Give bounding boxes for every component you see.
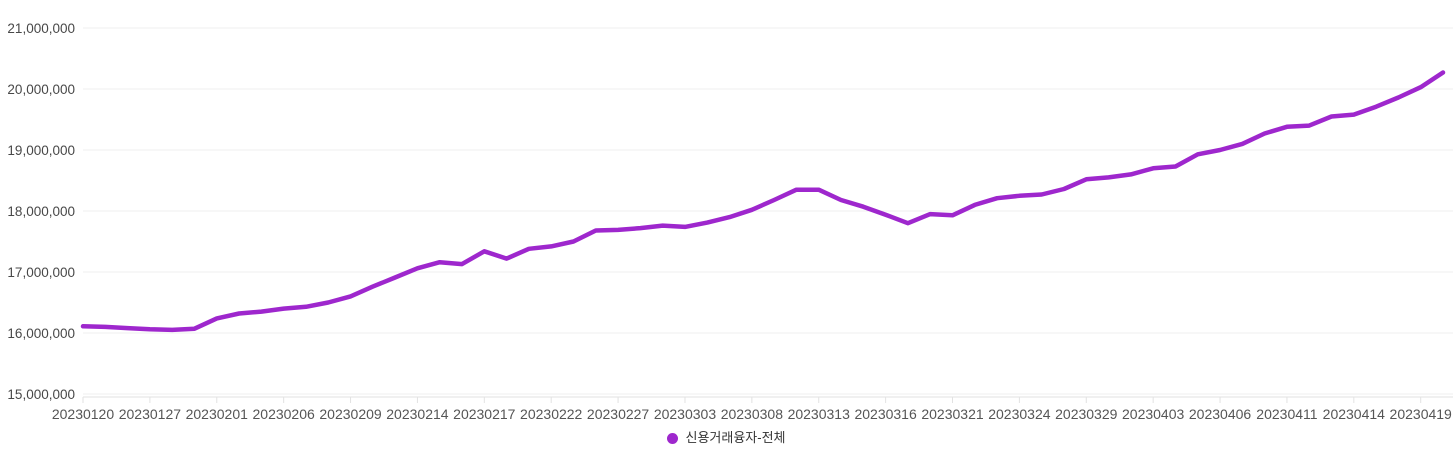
x-axis-tick-label: 20230414 <box>1323 406 1386 422</box>
x-axis-tick-label: 20230324 <box>988 406 1051 422</box>
x-axis-tick-label: 20230308 <box>721 406 784 422</box>
x-axis-tick-label: 20230406 <box>1189 406 1252 422</box>
x-axis-tick-label: 20230120 <box>52 406 115 422</box>
x-axis-tick-label: 20230222 <box>520 406 583 422</box>
y-axis-tick-label: 16,000,000 <box>7 326 75 341</box>
x-axis-tick-label: 20230316 <box>854 406 917 422</box>
chart-legend: 신용거래융자-전체 <box>0 428 1453 448</box>
x-axis-tick-label: 20230206 <box>253 406 316 422</box>
x-axis-tick-label: 20230127 <box>119 406 182 422</box>
x-axis-tick-label: 20230217 <box>453 406 516 422</box>
x-axis-tick-label: 20230419 <box>1390 406 1453 422</box>
y-axis-tick-label: 15,000,000 <box>7 387 75 402</box>
x-axis-tick-label: 20230227 <box>587 406 650 422</box>
y-axis-tick-label: 17,000,000 <box>7 265 75 280</box>
y-axis-tick-label: 21,000,000 <box>7 21 75 36</box>
x-axis-tick-label: 20230411 <box>1256 406 1317 422</box>
y-axis-tick-label: 18,000,000 <box>7 204 75 219</box>
x-axis-tick-label: 20230201 <box>186 406 249 422</box>
x-axis-tick-label: 20230214 <box>386 406 449 422</box>
x-axis-tick-label: 20230403 <box>1122 406 1185 422</box>
y-axis-tick-label: 19,000,000 <box>7 143 75 158</box>
x-axis-tick-label: 20230303 <box>654 406 717 422</box>
x-axis-tick-label: 20230209 <box>319 406 382 422</box>
legend-series-marker-icon <box>667 432 679 444</box>
x-axis-tick-label: 20230313 <box>788 406 851 422</box>
data-line-series[interactable] <box>80 70 1446 333</box>
y-axis-tick-label: 20,000,000 <box>7 82 75 97</box>
x-axis-tick-label: 20230321 <box>921 406 984 422</box>
x-axis-tick-label: 20230329 <box>1055 406 1118 422</box>
legend-series-label[interactable]: 신용거래융자-전체 <box>685 430 786 445</box>
